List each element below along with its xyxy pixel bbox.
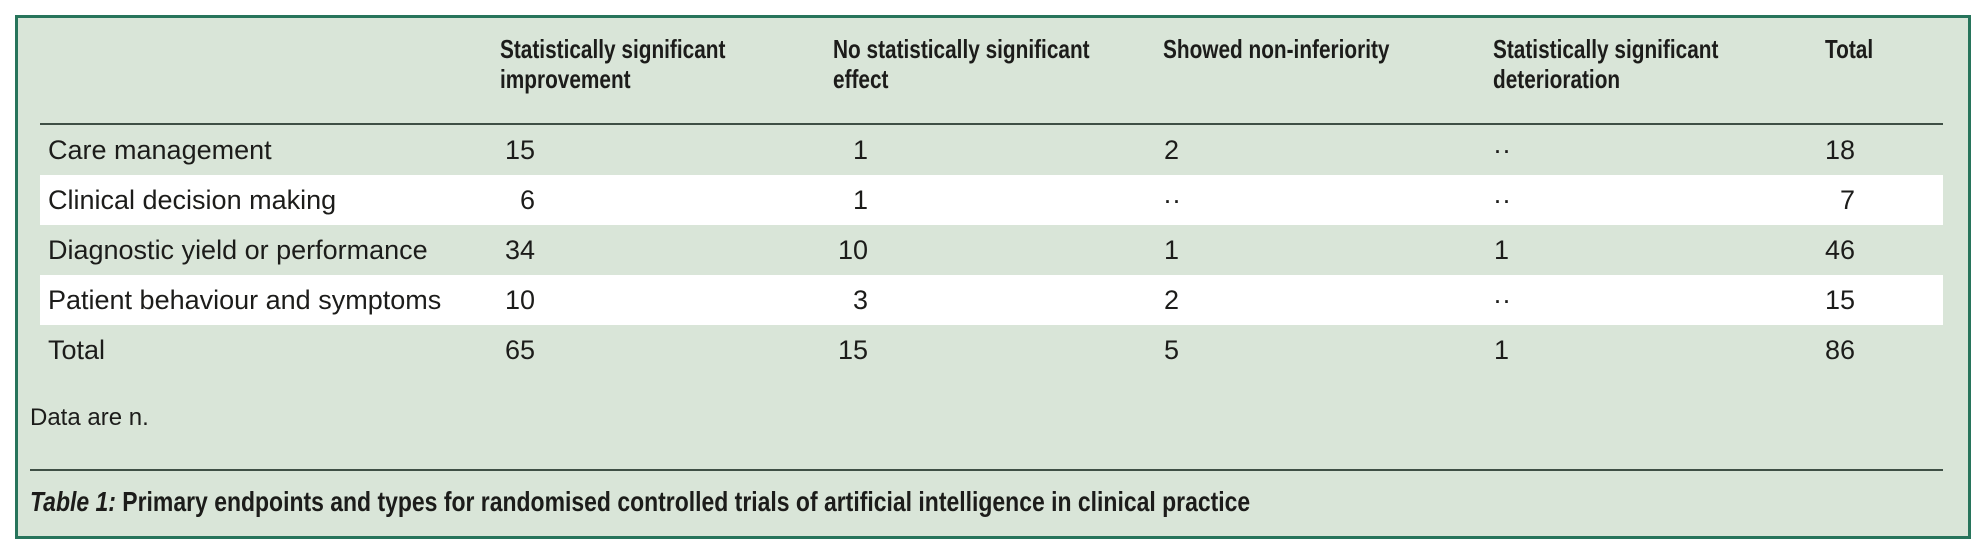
table-cell: 1: [1163, 225, 1493, 275]
column-header-no-effect: No statistically significant effect: [833, 34, 1090, 94]
cell-value: 10: [837, 235, 868, 265]
table-cell: 2: [1163, 275, 1493, 325]
cell-value: 1: [1163, 235, 1179, 265]
table-row-care-management: Care management 15 1 2 ·· 18: [40, 125, 1943, 175]
row-label: Patient behaviour and symptoms: [48, 285, 442, 315]
cell-value: 1: [852, 185, 868, 215]
cell-value: 2: [1163, 285, 1179, 315]
column-header-non-inferiority: Showed non-inferiority: [1163, 34, 1390, 64]
table-cell: 15: [1825, 275, 1943, 325]
table-caption: Table 1: Primary endpoints and types for…: [30, 485, 1968, 519]
table-cell: 1: [1493, 325, 1825, 375]
cell-value: 1: [852, 135, 868, 165]
cell-value: 10: [504, 285, 535, 315]
cell-value: 3: [852, 285, 868, 315]
table-cell: 46: [1825, 225, 1943, 275]
cell-value: 7: [1839, 185, 1855, 215]
table-cell: ··: [1493, 125, 1825, 175]
row-label: Diagnostic yield or performance: [48, 235, 428, 265]
cell-value: 5: [1163, 335, 1179, 365]
table-header-row: Statistically significant improvement No…: [40, 18, 1943, 125]
table-cell: ··: [1493, 275, 1825, 325]
row-label: Total: [48, 335, 106, 365]
header-empty-cell: [40, 34, 500, 94]
table-cell: 15: [833, 325, 1163, 375]
table-row-patient-behaviour: Patient behaviour and symptoms 10 3 2 ··…: [40, 275, 1943, 325]
table-cell: 1: [1493, 225, 1825, 275]
table-panel: Statistically significant improvement No…: [15, 15, 1971, 539]
cell-value: 15: [837, 335, 868, 365]
table-row-total: Total 65 15 5 1 86: [40, 325, 1943, 375]
table-caption-inner: Table 1: Primary endpoints and types for…: [30, 485, 1250, 519]
row-label: Care management: [48, 135, 272, 165]
cell-value: 15: [504, 135, 535, 165]
cell-value: 86: [1825, 335, 1856, 365]
cell-value: ··: [1493, 285, 1511, 315]
table-cell: 86: [1825, 325, 1943, 375]
table-cell: 6: [500, 175, 833, 225]
caption-divider: [30, 469, 1943, 471]
cell-value: 6: [519, 185, 535, 215]
column-header-improvement: Statistically significant improvement: [500, 34, 726, 94]
header-cell: No statistically significant effect: [833, 34, 1163, 94]
cell-value: 15: [1825, 285, 1856, 315]
cell-value: ··: [1163, 185, 1181, 215]
table-cell: 3: [833, 275, 1163, 325]
table-cell: 1: [833, 175, 1163, 225]
table-cell: 18: [1825, 125, 1943, 175]
table-cell: 10: [500, 275, 833, 325]
table-cell: 34: [500, 225, 833, 275]
row-label: Clinical decision making: [48, 185, 337, 215]
table-row-clinical-decision-making: Clinical decision making 6 1 ·· ·· 7: [40, 175, 1943, 225]
column-header-deterioration: Statistically significant deterioration: [1493, 34, 1719, 94]
table-cell: 15: [500, 125, 833, 175]
cell-value: 18: [1825, 135, 1856, 165]
table-cell: 5: [1163, 325, 1493, 375]
cell-value: ··: [1493, 135, 1511, 165]
cell-value: 2: [1163, 135, 1179, 165]
cell-value: 1: [1493, 235, 1509, 265]
table-cell: 65: [500, 325, 833, 375]
caption-text: Primary endpoints and types for randomis…: [122, 486, 1251, 517]
caption-label: Table 1:: [30, 486, 116, 517]
cell-value: ··: [1493, 185, 1511, 215]
table-footnote: Data are n.: [30, 404, 149, 431]
table-cell: 2: [1163, 125, 1493, 175]
table-row-diagnostic-yield: Diagnostic yield or performance 34 10 1 …: [40, 225, 1943, 275]
cell-value: 46: [1825, 235, 1856, 265]
header-cell: Total: [1825, 34, 1943, 94]
table-cell: 10: [833, 225, 1163, 275]
column-header-total: Total: [1825, 34, 1874, 64]
cell-value: 1: [1493, 335, 1509, 365]
table-cell: ··: [1163, 175, 1493, 225]
cell-value: 34: [504, 235, 535, 265]
header-cell: Showed non-inferiority: [1163, 34, 1493, 94]
cell-value: 65: [504, 335, 535, 365]
data-table: Statistically significant improvement No…: [40, 18, 1943, 375]
table-cell: ··: [1493, 175, 1825, 225]
header-cell: Statistically significant improvement: [500, 34, 833, 94]
table-cell: 1: [833, 125, 1163, 175]
table-cell: 7: [1825, 175, 1943, 225]
header-cell: Statistically significant deterioration: [1493, 34, 1825, 94]
